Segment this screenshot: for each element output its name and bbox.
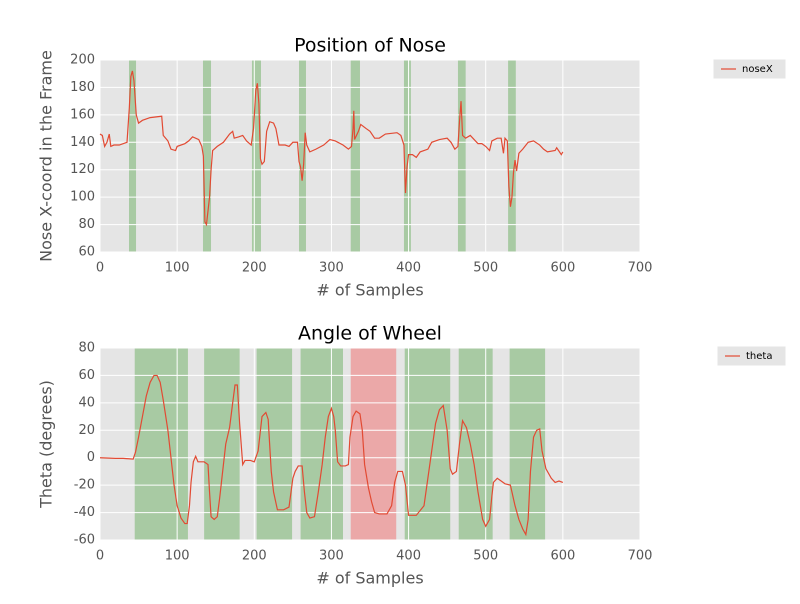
highlight-span <box>404 348 451 540</box>
x-axis-label: # of Samples <box>316 281 423 300</box>
highlight-span <box>129 60 137 252</box>
y-tick-label: 100 <box>70 190 95 205</box>
x-tick-label: 600 <box>550 261 575 276</box>
highlight-span <box>256 348 293 540</box>
x-tick-label: 700 <box>628 261 653 276</box>
y-tick-label: 120 <box>70 162 95 177</box>
y-tick-label: 200 <box>70 53 95 68</box>
highlight-span <box>458 348 493 540</box>
highlight-span <box>508 60 516 252</box>
highlight-span <box>350 348 397 540</box>
chart-title: Position of Nose <box>294 35 446 57</box>
chart-title: Angle of Wheel <box>298 323 442 345</box>
y-tick-label: 60 <box>78 368 95 383</box>
y-tick-label: -40 <box>74 505 95 520</box>
x-tick-label: 0 <box>96 261 104 276</box>
x-tick-label: 600 <box>550 549 575 564</box>
x-tick-label: 100 <box>165 261 190 276</box>
highlight-span <box>509 348 546 540</box>
y-tick-label: 180 <box>70 80 95 95</box>
x-tick-label: 500 <box>473 549 498 564</box>
plot-background <box>100 60 640 252</box>
y-tick-label: -60 <box>74 533 95 548</box>
x-tick-label: 500 <box>473 261 498 276</box>
y-tick-label: 140 <box>70 135 95 150</box>
highlight-span <box>299 60 306 252</box>
x-tick-label: 700 <box>628 549 653 564</box>
x-axis-label: # of Samples <box>316 569 423 588</box>
highlight-span <box>204 348 240 540</box>
highlight-span <box>134 348 188 540</box>
legend-label: noseX <box>742 64 773 75</box>
x-tick-label: 100 <box>165 549 190 564</box>
x-tick-label: 300 <box>319 549 344 564</box>
highlight-span <box>457 60 466 252</box>
highlight-span <box>202 60 212 252</box>
x-tick-label: 300 <box>319 261 344 276</box>
highlight-span <box>403 60 411 252</box>
y-tick-label: -20 <box>74 478 95 493</box>
x-tick-label: 200 <box>242 261 267 276</box>
legend-box <box>713 59 786 79</box>
y-tick-label: 0 <box>87 450 95 465</box>
y-tick-label: 160 <box>70 107 95 122</box>
x-tick-label: 400 <box>396 261 421 276</box>
highlight-span <box>350 60 360 252</box>
y-tick-label: 80 <box>78 217 95 232</box>
data-line <box>99 70 564 227</box>
highlight-span <box>251 60 261 252</box>
x-tick-label: 0 <box>96 549 104 564</box>
y-axis-label: Theta (degrees) <box>37 380 56 509</box>
x-tick-label: 200 <box>242 549 267 564</box>
y-tick-label: 20 <box>78 423 95 438</box>
legend-box <box>717 346 786 366</box>
legend-label: theta <box>746 351 772 362</box>
y-tick-label: 40 <box>78 395 95 410</box>
y-tick-label: 80 <box>78 341 95 356</box>
data-line <box>99 374 564 537</box>
y-axis-label: Nose X-coord in the Frame <box>37 50 56 262</box>
x-tick-label: 400 <box>396 549 421 564</box>
y-tick-label: 60 <box>78 245 95 260</box>
